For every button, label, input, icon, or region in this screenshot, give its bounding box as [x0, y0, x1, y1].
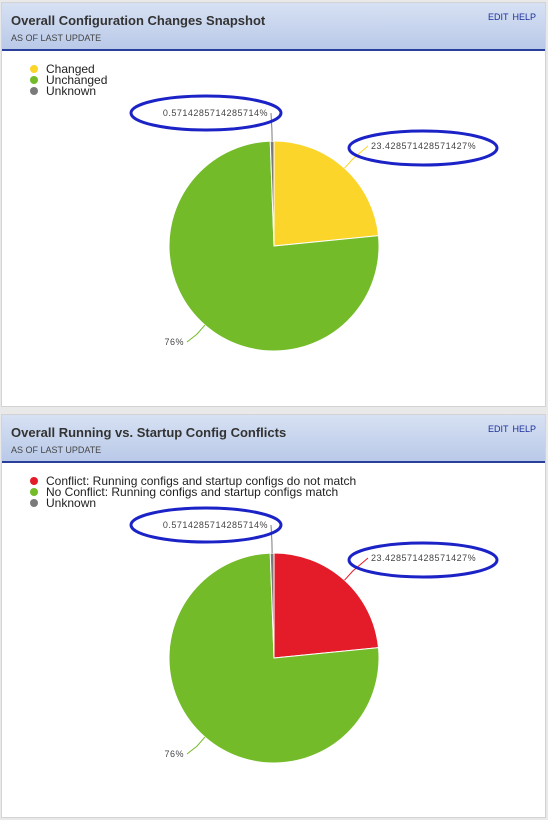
panel-subtitle: AS OF LAST UPDATE [11, 445, 102, 455]
pie-slice-changed[interactable] [273, 140, 380, 247]
legend-label: No Conflict: Running configs and startup… [46, 484, 339, 499]
data-label-unknown: 0.5714285714285714% [163, 108, 268, 118]
legend-label: Unchanged [46, 72, 108, 87]
panel-actions: EDIT HELP [484, 12, 536, 22]
pie-chart: 23.428571428571427% 76% 0.5714285714285714… [129, 506, 499, 764]
highlight-ellipse [129, 506, 283, 544]
legend-item-unknown[interactable]: Unknown [30, 83, 107, 98]
panel-title: Overall Configuration Changes Snapshot [11, 13, 266, 28]
chart-legend: Changed Unchanged Unknown [30, 61, 108, 98]
data-label-unknown: 0.5714285714285714% [163, 520, 268, 530]
legend-item-conflict[interactable]: Conflict: Running configs and startup co… [30, 473, 357, 488]
config-conflicts-panel: Overall Running vs. Startup Config Confl… [1, 414, 546, 818]
pie-slice-unchanged[interactable] [168, 140, 380, 352]
legend-dot [30, 487, 38, 496]
data-label-unchanged: 76% [164, 749, 184, 759]
legend-label: Changed [46, 61, 95, 76]
data-label-connector [270, 524, 273, 554]
data-label-changed: 23.428571428571427% [371, 553, 476, 563]
data-label-connector [270, 112, 273, 142]
legend-item-unchanged[interactable]: Unchanged [30, 72, 108, 87]
help-link[interactable]: HELP [512, 424, 536, 434]
panel-header: Overall Configuration Changes Snapshot A… [2, 3, 545, 51]
panel-actions: EDIT HELP [484, 424, 536, 434]
legend-dot [30, 498, 38, 507]
legend-dot [30, 64, 38, 73]
data-label-unchanged: 76% [164, 337, 184, 347]
legend-label: Unknown [46, 495, 97, 510]
chart-legend: Conflict: Running configs and startup co… [30, 473, 357, 510]
legend-dot [30, 476, 38, 485]
edit-link[interactable]: EDIT [487, 424, 509, 434]
panel-subtitle: AS OF LAST UPDATE [11, 33, 102, 43]
legend-dot [30, 75, 38, 84]
highlight-ellipse [347, 541, 499, 579]
data-label-connector [186, 736, 206, 755]
highlight-ellipse [129, 94, 283, 132]
pie-chart: 23.428571428571427% 76% 0.5714285714285714… [129, 94, 499, 352]
data-label-connector [186, 324, 206, 343]
legend-item-changed[interactable]: Changed [30, 61, 107, 76]
legend-item-no-conflict[interactable]: No Conflict: Running configs and startup… [30, 484, 356, 499]
pie-slice-changed[interactable] [273, 552, 380, 659]
legend-item-unknown[interactable]: Unknown [30, 495, 356, 510]
legend-label: Conflict: Running configs and startup co… [46, 473, 357, 488]
legend-label: Unknown [46, 83, 97, 98]
legend-dot [30, 86, 38, 95]
data-label-changed: 23.428571428571427% [371, 141, 476, 151]
pie-slice-unchanged[interactable] [168, 552, 380, 764]
config-changes-panel: Overall Configuration Changes Snapshot A… [1, 2, 546, 407]
data-label-connector [344, 557, 369, 581]
highlight-ellipse [347, 129, 499, 167]
help-link[interactable]: HELP [512, 12, 536, 22]
data-label-connector [344, 145, 369, 169]
panel-title: Overall Running vs. Startup Config Confl… [11, 425, 287, 440]
edit-link[interactable]: EDIT [487, 12, 509, 22]
panel-header: Overall Running vs. Startup Config Confl… [2, 415, 545, 463]
